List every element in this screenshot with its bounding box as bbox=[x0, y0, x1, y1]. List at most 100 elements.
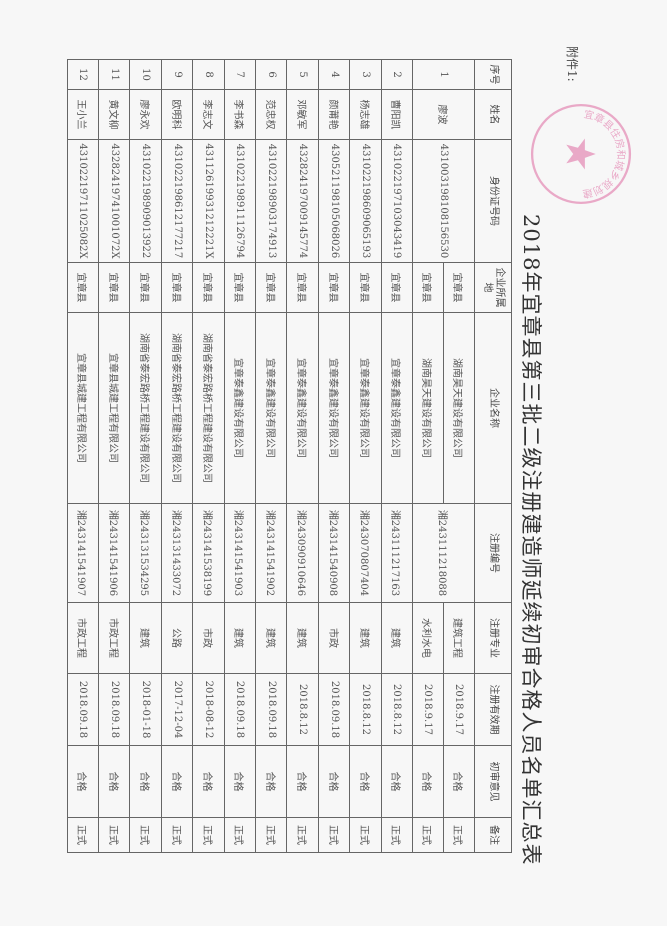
star-icon bbox=[566, 138, 596, 170]
cell-no: 3 bbox=[349, 59, 382, 90]
cell-id-number: 43112619931212221X bbox=[192, 139, 225, 263]
header-review-opinion: 初审意见 bbox=[474, 745, 512, 818]
table-row: 6 范忠权 431022198903174913 宜章县 宜章泰鑫建设有限公司 湘2431… bbox=[255, 59, 287, 853]
cell-enterprise-area: 宜章县 bbox=[192, 262, 225, 313]
cell-no: 7 bbox=[224, 59, 256, 90]
cell-id-number: 431022198903174913 bbox=[255, 139, 287, 263]
header-enterprise-area: 企业所属地 bbox=[474, 262, 512, 313]
cell-enterprise-area: 宜章县 bbox=[318, 262, 350, 313]
cell-no: 11 bbox=[98, 59, 130, 90]
cell-enterprise-name: 湖南昊天建设有限公司 bbox=[412, 312, 444, 504]
table-row: 7 李书森 431022198911126794 宜章县 宜章泰鑫建设有限公司 湘2431… bbox=[224, 59, 256, 853]
header-registration-major: 注册专业 bbox=[474, 602, 512, 674]
cell-registration-number: 湘243141541902 bbox=[255, 503, 287, 603]
cell-remark: 正式 bbox=[129, 817, 162, 853]
cell-review-opinion: 合格 bbox=[286, 745, 319, 818]
table-row: 1 廖波 431003198108156530 宜章县 湖南昊天建设有限公司 湘24311… bbox=[412, 59, 475, 853]
cell-registration-major: 建筑 bbox=[349, 602, 382, 674]
cell-registration-validity: 2018.09.18 bbox=[255, 673, 287, 746]
cell-review-opinion: 合格 bbox=[255, 745, 287, 818]
cell-registration-validity: 2018.09.18 bbox=[318, 673, 350, 746]
cell-remark: 正式 bbox=[67, 817, 99, 853]
header-registration-number: 注册编号 bbox=[474, 503, 512, 603]
cell-registration-number: 湘243141541907 bbox=[67, 503, 99, 603]
cell-review-opinion: 合格 bbox=[129, 745, 162, 818]
cell-registration-validity: 2018.9.17 bbox=[443, 673, 475, 746]
header-no: 序号 bbox=[474, 59, 512, 90]
cell-id-number: 432824197009145774 bbox=[286, 139, 319, 263]
cell-enterprise-area: 宜章县 bbox=[161, 262, 193, 313]
cell-registration-validity: 2018-08-12 bbox=[192, 673, 225, 746]
cell-registration-number: 湘243141541906 bbox=[98, 503, 130, 603]
cell-registration-major: 建筑 bbox=[224, 602, 256, 674]
cell-registration-validity: 2018.9.17 bbox=[412, 673, 444, 746]
cell-enterprise-area: 宜章县 bbox=[129, 262, 162, 313]
cell-enterprise-area: 宜章县 bbox=[286, 262, 319, 313]
cell-registration-number: 湘243131534295 bbox=[129, 503, 162, 603]
cell-review-opinion: 合格 bbox=[381, 745, 413, 818]
cell-enterprise-name: 宜章泰鑫建设有限公司 bbox=[224, 312, 256, 504]
header-registration-validity: 注册有效期 bbox=[474, 673, 512, 746]
cell-registration-validity: 2017-12-04 bbox=[161, 673, 193, 746]
cell-name: 李书森 bbox=[224, 89, 256, 140]
cell-id-number: 430521198105068026 bbox=[318, 139, 350, 263]
cell-name: 王小兰 bbox=[67, 89, 99, 140]
cell-remark: 正式 bbox=[443, 817, 475, 853]
cell-id-number: 431022197103043419 bbox=[381, 139, 413, 263]
cell-registration-validity: 2018.8.12 bbox=[349, 673, 382, 746]
cell-no: 1 bbox=[412, 59, 475, 90]
cell-enterprise-name: 宜章泰鑫建设有限公司 bbox=[286, 312, 319, 504]
cell-name: 范忠权 bbox=[255, 89, 287, 140]
cell-no: 2 bbox=[381, 59, 413, 90]
table-row: 12 王小兰 43102219711025082X 宜章县 宜章县城建工程有限公司 湘24… bbox=[67, 59, 99, 853]
cell-enterprise-name: 宜章泰鑫建设有限公司 bbox=[255, 312, 287, 504]
cell-remark: 正式 bbox=[412, 817, 444, 853]
cell-registration-major: 建筑工程 bbox=[443, 602, 475, 674]
cell-review-opinion: 合格 bbox=[67, 745, 99, 818]
cell-registration-major: 水利水电 bbox=[412, 602, 444, 674]
cell-registration-number: 湘243141541903 bbox=[224, 503, 256, 603]
cell-registration-major: 公路 bbox=[161, 602, 193, 674]
table-header-row: 序号 姓名 身份证号码 企业所属地 企业名称 注册编号 注册专业 注册有效期 初审意见 备注 bbox=[474, 59, 512, 853]
cell-registration-validity: 2018-01-18 bbox=[129, 673, 162, 746]
cell-registration-number: 湘243131433072 bbox=[161, 503, 193, 603]
cell-enterprise-area: 宜章县 bbox=[381, 262, 413, 313]
header-id-number: 身份证号码 bbox=[474, 139, 512, 263]
cell-remark: 正式 bbox=[161, 817, 193, 853]
cell-registration-major: 市政 bbox=[318, 602, 350, 674]
cell-id-number: 43282419741001072X bbox=[98, 139, 130, 263]
cell-enterprise-area: 宜章县 bbox=[224, 262, 256, 313]
table-row: 3 杨志雄 431022198609065193 宜章县 宜章泰鑫建设有限公司 湘2430… bbox=[349, 59, 382, 853]
cell-remark: 正式 bbox=[98, 817, 130, 853]
cell-no: 8 bbox=[192, 59, 225, 90]
cell-remark: 正式 bbox=[255, 817, 287, 853]
header-enterprise-name: 企业名称 bbox=[474, 312, 512, 504]
cell-id-number: 431022198609065193 bbox=[349, 139, 382, 263]
official-stamp: 宜章县住房和城乡规划建设局 bbox=[530, 102, 633, 205]
cell-review-opinion: 合格 bbox=[161, 745, 193, 818]
cell-enterprise-area: 宜章县 bbox=[67, 262, 99, 313]
cell-enterprise-area: 宜章县 bbox=[349, 262, 382, 313]
cell-name: 曹阳凯 bbox=[381, 89, 413, 140]
attachment-label: 附件1: bbox=[565, 46, 579, 82]
cell-registration-validity: 2018.09.18 bbox=[98, 673, 130, 746]
cell-name: 颜莆艳 bbox=[318, 89, 350, 140]
cell-enterprise-name: 宜章泰鑫建设有限公司 bbox=[349, 312, 382, 504]
cell-registration-number: 湘243090910646 bbox=[286, 503, 319, 603]
cell-registration-major: 建筑 bbox=[286, 602, 319, 674]
cell-no: 4 bbox=[318, 59, 350, 90]
cell-id-number: 43102219711025082X bbox=[67, 139, 99, 263]
cell-review-opinion: 合格 bbox=[192, 745, 225, 818]
cell-registration-validity: 2018.8.12 bbox=[381, 673, 413, 746]
cell-registration-number: 湘243111218088 bbox=[412, 503, 475, 603]
cell-name: 廖永欢 bbox=[129, 89, 162, 140]
cell-registration-major: 市政工程 bbox=[98, 602, 130, 674]
cell-enterprise-area: 宜章县 bbox=[255, 262, 287, 313]
table-row: 5 邓敏军 432824197009145774 宜章县 宜章泰鑫建设有限公司 湘2430… bbox=[286, 59, 319, 853]
cell-name: 黄文柳 bbox=[98, 89, 130, 140]
cell-name: 廖波 bbox=[412, 89, 475, 140]
cell-remark: 正式 bbox=[349, 817, 382, 853]
cell-registration-number: 湘243111217163 bbox=[381, 503, 413, 603]
cell-enterprise-name: 湖南省泰宏路桥工程建设有限公司 bbox=[161, 312, 193, 504]
